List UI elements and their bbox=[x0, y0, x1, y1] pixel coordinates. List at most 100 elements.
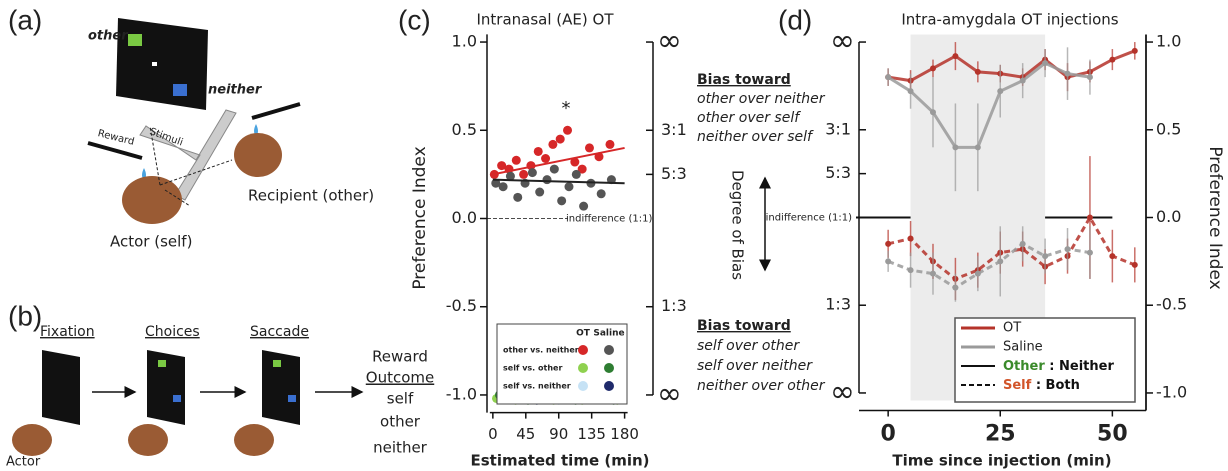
bias-annotation: Bias toward other over neither other ove… bbox=[697, 72, 826, 394]
bias-line: other over neither bbox=[697, 91, 826, 107]
legend-label: self vs. neither bbox=[503, 382, 571, 391]
scatter-point bbox=[564, 182, 574, 192]
step-label: Fixation bbox=[40, 324, 95, 340]
point bbox=[1131, 47, 1138, 54]
y-tick-label: 0.5 bbox=[452, 120, 477, 139]
scatter-point bbox=[542, 175, 552, 185]
scatter-point bbox=[579, 201, 589, 211]
point bbox=[885, 240, 892, 247]
panel-label: (b) bbox=[8, 300, 42, 331]
bias-line: self over other bbox=[697, 338, 800, 354]
fit-line bbox=[492, 178, 625, 185]
ratio-tick-label: 3:1 bbox=[661, 120, 687, 139]
bias-heading: Bias toward bbox=[697, 72, 791, 88]
ratio-tick-label: ∞ bbox=[657, 24, 682, 59]
scatter-point bbox=[577, 164, 587, 174]
scatter-point bbox=[605, 139, 615, 149]
screen bbox=[147, 350, 185, 425]
point bbox=[1042, 253, 1049, 260]
monkey bbox=[128, 424, 168, 456]
panel-label: (a) bbox=[8, 4, 42, 35]
point bbox=[952, 144, 959, 151]
reward-label: Reward bbox=[97, 128, 136, 148]
series-line bbox=[887, 61, 1091, 149]
legend-label: other vs. neither bbox=[503, 346, 579, 355]
scatter-point bbox=[533, 146, 543, 156]
fixation-dot bbox=[152, 62, 157, 66]
stimulus bbox=[173, 395, 181, 402]
series-line bbox=[887, 49, 1136, 83]
y-tick-label: 0.5 bbox=[1156, 119, 1181, 138]
reference-label: indifference (1:1) bbox=[766, 213, 852, 224]
scatter-point bbox=[505, 171, 515, 181]
reference-label: indifference (1:1) bbox=[566, 214, 652, 225]
ratio-tick-label: 5:3 bbox=[825, 163, 851, 182]
diagram-a: other neither Reward Stimuli Recipient (… bbox=[87, 18, 374, 251]
y-tick-label: -1.0 bbox=[1156, 382, 1187, 401]
y-tick-label: -0.5 bbox=[446, 296, 477, 315]
x-axis-label: Estimated time (min) bbox=[470, 452, 649, 470]
legend-swatch bbox=[578, 345, 588, 355]
scatter-point bbox=[498, 182, 508, 192]
legend-text: : Both bbox=[1031, 378, 1080, 393]
y-axis-label: Preference Index bbox=[1205, 146, 1225, 289]
outcome-option: other bbox=[380, 413, 421, 431]
point bbox=[1086, 74, 1093, 81]
bias-line: neither over self bbox=[697, 129, 814, 145]
stimulus bbox=[288, 395, 296, 402]
stimuli-panel bbox=[139, 109, 237, 201]
legend-text: Self bbox=[1003, 378, 1032, 393]
legend-label: self vs. other bbox=[503, 364, 562, 373]
reward-label: Reward bbox=[372, 348, 428, 366]
drop bbox=[254, 124, 258, 136]
x-tick-label: 50 bbox=[1097, 422, 1128, 447]
scatter-point bbox=[541, 154, 551, 164]
scatter-point bbox=[491, 178, 501, 188]
scatter-point bbox=[563, 125, 573, 135]
stimulus-other bbox=[128, 34, 142, 46]
point bbox=[1064, 246, 1071, 253]
point bbox=[974, 270, 981, 277]
outcome-option: neither bbox=[373, 439, 428, 457]
legend-header: OT bbox=[576, 329, 591, 339]
point bbox=[929, 65, 936, 72]
point bbox=[907, 235, 914, 242]
scatter-point bbox=[557, 196, 567, 206]
x-tick-label: 90 bbox=[549, 425, 568, 443]
point bbox=[929, 270, 936, 277]
scatter-point bbox=[527, 168, 537, 178]
screen bbox=[42, 350, 80, 425]
scatter-point bbox=[584, 143, 594, 153]
scatter-point bbox=[570, 157, 580, 167]
point bbox=[1086, 249, 1093, 256]
scatter-point bbox=[571, 169, 581, 179]
y-tick-label: 0.0 bbox=[452, 208, 477, 227]
ratio-tick-label: ∞ bbox=[830, 24, 855, 59]
ratio-tick-label: 3:1 bbox=[825, 119, 851, 138]
series-line bbox=[887, 214, 1136, 281]
screen bbox=[262, 350, 300, 425]
point bbox=[929, 109, 936, 116]
reward-tube bbox=[251, 102, 301, 120]
screen bbox=[116, 18, 208, 110]
point bbox=[997, 258, 1004, 265]
y-tick-label: 1.0 bbox=[452, 32, 477, 51]
fit-line bbox=[492, 146, 625, 176]
significance-mark: * bbox=[562, 98, 571, 119]
point bbox=[1131, 261, 1138, 268]
ratio-tick-label: ∞ bbox=[830, 374, 855, 409]
ratio-tick-label: 1:3 bbox=[825, 295, 851, 314]
monkey bbox=[234, 424, 274, 456]
point bbox=[952, 284, 959, 291]
screen-label: other bbox=[88, 29, 129, 44]
legend-label: Saline bbox=[1003, 340, 1043, 355]
degree-of-bias: Degree of Bias bbox=[729, 170, 747, 280]
point bbox=[952, 53, 959, 60]
point bbox=[1042, 60, 1049, 67]
recipient-label: Recipient (other) bbox=[248, 187, 374, 205]
point bbox=[1019, 77, 1026, 84]
point bbox=[1064, 70, 1071, 77]
x-tick-label: 180 bbox=[610, 425, 639, 443]
scatter-point bbox=[596, 189, 606, 199]
outcome-option: self bbox=[387, 390, 414, 408]
